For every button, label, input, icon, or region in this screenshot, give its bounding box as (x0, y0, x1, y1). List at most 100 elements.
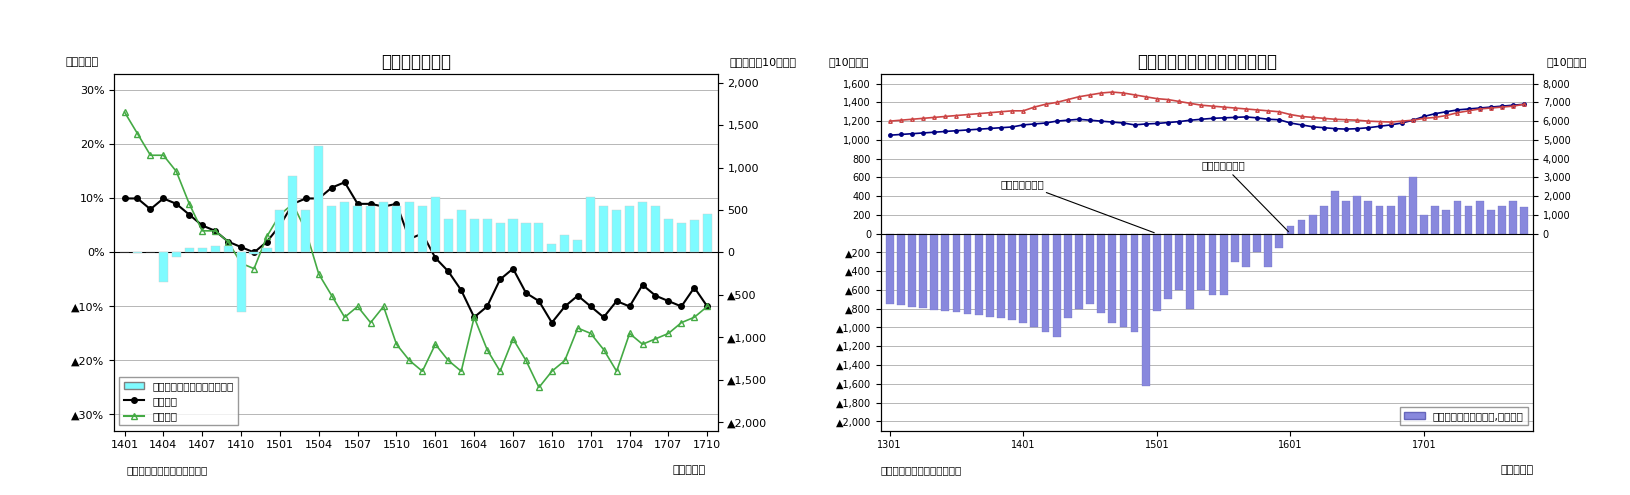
Bar (1074, 234, 1082, 309)
Bar (197, 248, 207, 252)
Bar (456, 210, 466, 252)
Bar (1030, 234, 1038, 328)
Bar (1242, 234, 1249, 266)
Bar (378, 201, 388, 252)
Bar (535, 223, 543, 252)
Bar (1130, 234, 1138, 332)
Bar (262, 248, 271, 252)
Title: 貿易収支の推移: 貿易収支の推移 (381, 53, 450, 71)
Bar (509, 218, 517, 252)
Text: （前年差、10億円）: （前年差、10億円） (729, 57, 795, 67)
Bar (430, 198, 440, 252)
Text: （資料）財務省「貿易統計」: （資料）財務省「貿易統計」 (880, 465, 962, 475)
Bar (1441, 210, 1449, 234)
Bar (572, 240, 582, 252)
Bar (1374, 205, 1382, 234)
Bar (1208, 234, 1216, 295)
Bar (1019, 234, 1027, 323)
Legend: 貿易収支・前年差（右目盛）, 輸出金額, 輸入金額: 貿易収支・前年差（右目盛）, 輸出金額, 輸入金額 (119, 377, 238, 425)
Bar (1508, 201, 1516, 234)
Bar (1452, 201, 1460, 234)
Bar (315, 147, 323, 252)
Bar (1364, 201, 1371, 234)
Bar (236, 252, 246, 312)
Bar (1431, 205, 1438, 234)
Bar (1252, 234, 1260, 252)
Bar (919, 234, 926, 308)
Bar (469, 218, 479, 252)
Bar (391, 206, 401, 252)
Text: （前年比）: （前年比） (65, 57, 99, 67)
Bar (1275, 234, 1283, 248)
Bar (986, 234, 993, 317)
Bar (1487, 210, 1493, 234)
Bar (1397, 196, 1405, 234)
Bar (1231, 234, 1237, 262)
Bar (352, 206, 362, 252)
Bar (1319, 205, 1327, 234)
Bar (1219, 234, 1227, 295)
Bar (703, 214, 711, 252)
Legend: 貿易収支（季節調整値,左目盛）: 貿易収支（季節調整値,左目盛） (1399, 407, 1527, 425)
Bar (184, 248, 194, 252)
Bar (676, 223, 686, 252)
Bar (611, 210, 621, 252)
Bar (1341, 201, 1350, 234)
Bar (404, 201, 414, 252)
Bar (1175, 234, 1182, 290)
Text: （資料）財務省「貿易統計」: （資料）財務省「貿易統計」 (126, 465, 207, 475)
Text: 輸入（右目盛）: 輸入（右目盛） (1201, 160, 1288, 232)
Bar (249, 252, 259, 254)
Bar (1353, 196, 1361, 234)
Bar (1286, 226, 1294, 234)
Bar (1141, 234, 1149, 386)
Bar (158, 252, 168, 282)
Bar (1386, 205, 1394, 234)
Bar (996, 234, 1004, 318)
Text: （年・月）: （年・月） (672, 465, 706, 475)
Bar (908, 234, 916, 307)
Bar (171, 252, 181, 257)
Bar (341, 201, 349, 252)
Bar (885, 234, 893, 304)
Bar (1263, 234, 1271, 266)
Bar (482, 218, 491, 252)
Bar (952, 234, 960, 312)
Bar (1196, 234, 1205, 290)
Bar (963, 234, 971, 314)
Title: 貿易収支（季節調整値）の推移: 貿易収支（季節調整値）の推移 (1136, 53, 1276, 71)
Bar (522, 223, 530, 252)
Bar (1164, 234, 1170, 299)
Bar (1519, 207, 1527, 234)
Bar (624, 206, 634, 252)
Bar (302, 210, 310, 252)
Bar (637, 201, 647, 252)
Bar (598, 206, 608, 252)
Bar (1297, 220, 1304, 234)
Bar (417, 206, 427, 252)
Bar (1007, 234, 1015, 319)
Bar (1408, 177, 1416, 234)
Bar (689, 220, 698, 252)
Bar (223, 246, 233, 252)
Bar (548, 244, 556, 252)
Bar (1097, 234, 1105, 313)
Text: 輸出（右目盛）: 輸出（右目盛） (1001, 179, 1154, 233)
Bar (289, 176, 297, 252)
Bar (210, 246, 220, 252)
Bar (1152, 234, 1161, 310)
Text: （10億円）: （10億円） (1545, 57, 1586, 67)
Bar (585, 198, 595, 252)
Bar (1330, 192, 1338, 234)
Bar (1042, 234, 1048, 332)
Bar (1185, 234, 1193, 309)
Bar (1051, 234, 1060, 337)
Bar (1118, 234, 1126, 328)
Bar (663, 218, 673, 252)
Bar (365, 206, 375, 252)
Text: （年・月）: （年・月） (1500, 465, 1532, 475)
Bar (1420, 215, 1426, 234)
Bar (328, 206, 336, 252)
Bar (496, 223, 504, 252)
Bar (1063, 234, 1071, 318)
